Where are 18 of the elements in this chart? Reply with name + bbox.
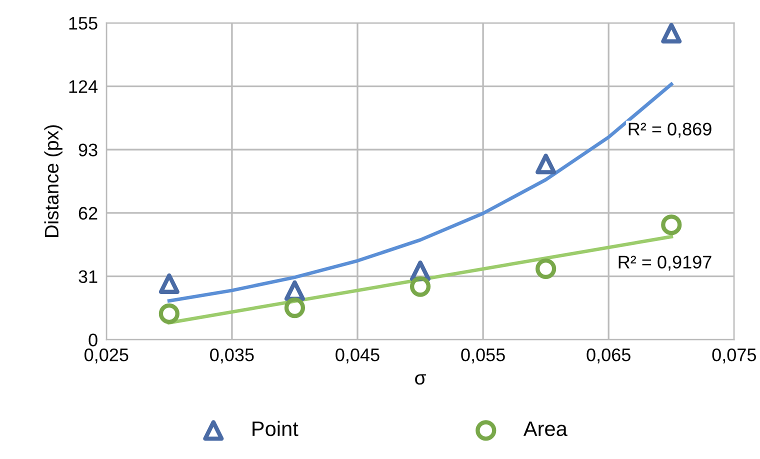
y-tick-label: 155 — [69, 17, 98, 30]
y-tick-label: 31 — [78, 270, 98, 284]
y-tick-label: 62 — [78, 206, 98, 220]
y-tick-label: 93 — [78, 144, 98, 156]
y-axis-title: Distance (px) — [44, 125, 62, 237]
y-tick-label: 0 — [88, 334, 98, 346]
y-tick-label: 124 — [69, 80, 98, 93]
x-tick-label: 0,065 — [586, 348, 630, 364]
x-axis-title: σ — [415, 374, 426, 385]
x-tick-label: 0,035 — [210, 348, 254, 364]
x-tick-label: 0,025 — [84, 348, 128, 364]
x-tick-label: 0,055 — [461, 348, 505, 364]
annotation: R² = 0,869 — [628, 122, 712, 138]
x-tick-label: 0,045 — [336, 348, 380, 364]
annotation: R² = 0,9197 — [618, 256, 712, 271]
legend-label: Area — [523, 422, 568, 436]
x-tick-label: 0,075 — [712, 348, 756, 364]
legend-label: Point — [252, 420, 298, 436]
